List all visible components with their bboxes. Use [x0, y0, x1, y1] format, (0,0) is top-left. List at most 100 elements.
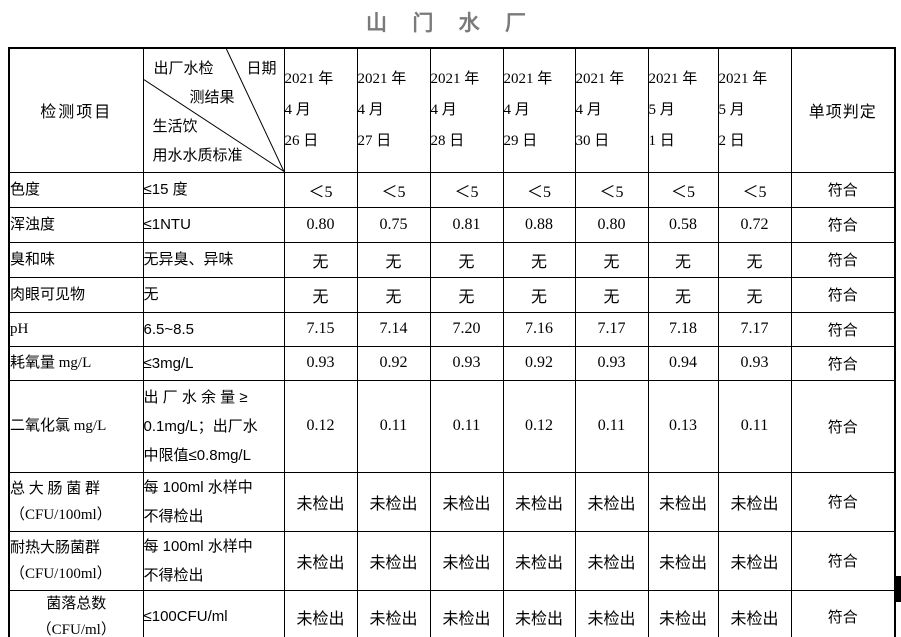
- value-cell: 无: [574, 241, 649, 278]
- judgment-cell: 符合: [790, 206, 896, 243]
- value-cell: ＜5: [574, 171, 649, 208]
- item-header-cell: 检测项目: [8, 47, 144, 173]
- standard-cell: 无异臭、异味: [142, 241, 285, 278]
- date-header-cell: 2021 年 4 月 27 日: [356, 47, 431, 173]
- value-cell: 未检出: [429, 589, 504, 637]
- value-cell: 7.16: [502, 311, 576, 347]
- corner-diagonal-lines: [144, 49, 283, 171]
- standard-cell: ≤1NTU: [142, 206, 285, 243]
- standard-cell: ≤15 度: [142, 171, 285, 208]
- value-cell: 无: [717, 276, 792, 313]
- standard-cell: 6.5~8.5: [142, 311, 285, 347]
- judgment-cell: 符合: [790, 241, 896, 278]
- value-cell: 未检出: [502, 530, 576, 591]
- item-cell: 菌落总数 （CFU/ml）: [8, 589, 144, 637]
- judgment-cell: 符合: [790, 471, 896, 532]
- value-cell: 0.72: [717, 206, 792, 243]
- value-cell: 未检出: [717, 589, 792, 637]
- value-cell: 无: [356, 276, 431, 313]
- judgment-cell: 符合: [790, 589, 896, 637]
- value-cell: 7.15: [283, 311, 358, 347]
- value-cell: 7.14: [356, 311, 431, 347]
- judgment-cell: 符合: [790, 171, 896, 208]
- value-cell: 0.11: [356, 379, 431, 473]
- judgment-cell: 符合: [790, 311, 896, 347]
- table-row: 浑浊度 ≤1NTU 0.80 0.75 0.81 0.88 0.80 0.58 …: [8, 206, 896, 243]
- corner-result-line2: 测结果: [189, 90, 235, 106]
- value-cell: 0.11: [574, 379, 649, 473]
- value-cell: 无: [429, 276, 504, 313]
- item-cell: 二氧化氯 mg/L: [8, 379, 144, 473]
- value-cell: 0.13: [647, 379, 719, 473]
- value-cell: 未检出: [429, 471, 504, 532]
- value-cell: 无: [717, 241, 792, 278]
- value-cell: 0.92: [356, 345, 431, 381]
- value-cell: 无: [574, 276, 649, 313]
- value-cell: 未检出: [647, 471, 719, 532]
- value-cell: 无: [356, 241, 431, 278]
- item-cell: 臭和味: [8, 241, 144, 278]
- value-cell: 0.75: [356, 206, 431, 243]
- table-row: 菌落总数 （CFU/ml） ≤100CFU/ml 未检出 未检出 未检出 未检出…: [8, 589, 896, 637]
- value-cell: 7.18: [647, 311, 719, 347]
- value-cell: 0.80: [574, 206, 649, 243]
- value-cell: 7.17: [574, 311, 649, 347]
- table-row: 二氧化氯 mg/L 出 厂 水 余 量 ≥ 0.1mg/L；出厂水 中限值≤0.…: [8, 379, 896, 473]
- corner-standard-line1: 生活饮: [152, 119, 198, 135]
- date-header-cell: 2021 年 4 月 28 日: [429, 47, 504, 173]
- edge-marker: [895, 576, 901, 602]
- table-row: pH 6.5~8.5 7.15 7.14 7.20 7.16 7.17 7.18…: [8, 311, 896, 347]
- corner-date-label: 日期: [246, 61, 277, 77]
- standard-cell: 每 100ml 水样中 不得检出: [142, 471, 285, 532]
- value-cell: 未检出: [356, 530, 431, 591]
- value-cell: 未检出: [356, 589, 431, 637]
- judgment-header-cell: 单项判定: [790, 47, 896, 173]
- value-cell: ＜5: [502, 171, 576, 208]
- table-row: 臭和味 无异臭、异味 无 无 无 无 无 无 无 符合: [8, 241, 896, 278]
- value-cell: 0.92: [502, 345, 576, 381]
- header-row: 检测项目 出厂水检 日期 测结果 生活饮 用水水质标准 2021 年 4 月 2…: [8, 47, 896, 173]
- standard-cell: 每 100ml 水样中 不得检出: [142, 530, 285, 591]
- value-cell: 无: [647, 276, 719, 313]
- item-cell: 耐热大肠菌群 （CFU/100ml）: [8, 530, 144, 591]
- date-header-cell: 2021 年 4 月 30 日: [574, 47, 649, 173]
- date-header-cell: 2021 年 4 月 29 日: [502, 47, 576, 173]
- value-cell: 未检出: [574, 589, 649, 637]
- value-cell: 未检出: [717, 471, 792, 532]
- item-cell: 总 大 肠 菌 群 （CFU/100ml）: [8, 471, 144, 532]
- table-row: 总 大 肠 菌 群 （CFU/100ml） 每 100ml 水样中 不得检出 未…: [8, 471, 896, 532]
- value-cell: 0.58: [647, 206, 719, 243]
- table-row: 耐热大肠菌群 （CFU/100ml） 每 100ml 水样中 不得检出 未检出 …: [8, 530, 896, 591]
- item-cell: 浑浊度: [8, 206, 144, 243]
- value-cell: 无: [502, 276, 576, 313]
- standard-cell: 无: [142, 276, 285, 313]
- value-cell: ＜5: [717, 171, 792, 208]
- value-cell: 未检出: [283, 589, 358, 637]
- value-cell: 无: [429, 241, 504, 278]
- value-cell: 无: [502, 241, 576, 278]
- item-cell: 色度: [8, 171, 144, 208]
- value-cell: 7.17: [717, 311, 792, 347]
- value-cell: 0.88: [502, 206, 576, 243]
- value-cell: ＜5: [356, 171, 431, 208]
- value-cell: 0.12: [502, 379, 576, 473]
- value-cell: 7.20: [429, 311, 504, 347]
- value-cell: ＜5: [283, 171, 358, 208]
- item-cell: pH: [8, 311, 144, 347]
- corner-result-line1: 出厂水检: [153, 61, 214, 77]
- value-cell: 0.93: [283, 345, 358, 381]
- value-cell: 0.93: [717, 345, 792, 381]
- value-cell: 0.94: [647, 345, 719, 381]
- judgment-cell: 符合: [790, 345, 896, 381]
- value-cell: 未检出: [647, 589, 719, 637]
- value-cell: 未检出: [717, 530, 792, 591]
- corner-cell: 出厂水检 日期 测结果 生活饮 用水水质标准: [142, 47, 285, 173]
- item-cell: 肉眼可见物: [8, 276, 144, 313]
- value-cell: ＜5: [647, 171, 719, 208]
- value-cell: 无: [647, 241, 719, 278]
- value-cell: 无: [283, 276, 358, 313]
- value-cell: 未检出: [574, 471, 649, 532]
- value-cell: ＜5: [429, 171, 504, 208]
- value-cell: 0.11: [717, 379, 792, 473]
